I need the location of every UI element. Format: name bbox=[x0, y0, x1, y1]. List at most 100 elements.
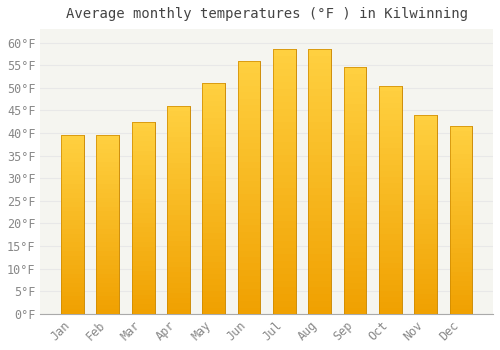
Bar bbox=[344, 74, 366, 80]
Bar bbox=[132, 295, 154, 300]
Bar bbox=[379, 137, 402, 143]
Bar bbox=[61, 140, 84, 144]
Bar bbox=[61, 233, 84, 238]
Bar bbox=[344, 289, 366, 295]
Bar bbox=[273, 142, 296, 149]
Bar bbox=[132, 223, 154, 228]
Bar bbox=[273, 208, 296, 215]
Bar bbox=[414, 165, 437, 170]
Bar bbox=[308, 129, 331, 135]
Bar bbox=[238, 74, 260, 80]
Bar bbox=[167, 231, 190, 236]
Bar bbox=[344, 308, 366, 314]
Bar bbox=[96, 135, 119, 140]
Bar bbox=[308, 234, 331, 241]
Bar bbox=[450, 126, 472, 131]
Bar bbox=[379, 154, 402, 160]
Bar bbox=[61, 256, 84, 260]
Bar bbox=[238, 61, 260, 67]
Bar bbox=[308, 142, 331, 149]
Bar bbox=[167, 132, 190, 137]
Bar bbox=[167, 121, 190, 127]
Bar bbox=[238, 257, 260, 263]
Bar bbox=[96, 292, 119, 296]
Bar bbox=[167, 257, 190, 262]
Bar bbox=[308, 155, 331, 162]
Bar bbox=[414, 219, 437, 224]
Bar bbox=[167, 147, 190, 153]
Bar bbox=[167, 106, 190, 314]
Bar bbox=[132, 165, 154, 170]
Bar bbox=[344, 148, 366, 154]
Bar bbox=[167, 288, 190, 293]
Bar bbox=[132, 213, 154, 218]
Bar bbox=[273, 248, 296, 254]
Bar bbox=[379, 245, 402, 251]
Bar bbox=[379, 217, 402, 223]
Bar bbox=[96, 251, 119, 256]
Bar bbox=[238, 130, 260, 136]
Bar bbox=[238, 111, 260, 118]
Bar bbox=[61, 189, 84, 193]
Bar bbox=[132, 218, 154, 223]
Bar bbox=[308, 149, 331, 155]
Bar bbox=[308, 274, 331, 281]
Bar bbox=[273, 301, 296, 307]
Bar bbox=[238, 136, 260, 143]
Bar bbox=[308, 69, 331, 76]
Bar bbox=[96, 193, 119, 198]
Bar bbox=[96, 167, 119, 171]
Bar bbox=[167, 127, 190, 132]
Bar bbox=[344, 209, 366, 215]
Bar bbox=[273, 89, 296, 96]
Bar bbox=[61, 260, 84, 265]
Bar bbox=[238, 118, 260, 124]
Bar bbox=[61, 287, 84, 292]
Bar bbox=[450, 150, 472, 154]
Bar bbox=[167, 252, 190, 257]
Bar bbox=[61, 135, 84, 140]
Bar bbox=[96, 278, 119, 283]
Bar bbox=[238, 212, 260, 219]
Bar bbox=[414, 259, 437, 264]
Bar bbox=[167, 168, 190, 174]
Bar bbox=[132, 256, 154, 261]
Bar bbox=[273, 188, 296, 195]
Bar bbox=[132, 304, 154, 309]
Bar bbox=[202, 83, 225, 89]
Bar bbox=[202, 95, 225, 100]
Bar bbox=[167, 137, 190, 142]
Bar bbox=[450, 178, 472, 183]
Bar bbox=[308, 116, 331, 122]
Bar bbox=[308, 301, 331, 307]
Bar bbox=[344, 277, 366, 283]
Bar bbox=[308, 228, 331, 234]
Bar bbox=[344, 197, 366, 203]
Bar bbox=[61, 309, 84, 314]
Bar bbox=[202, 268, 225, 274]
Bar bbox=[238, 200, 260, 206]
Bar bbox=[96, 202, 119, 207]
Bar bbox=[308, 307, 331, 314]
Bar bbox=[308, 49, 331, 314]
Bar bbox=[273, 182, 296, 188]
Bar bbox=[344, 154, 366, 160]
Bar bbox=[414, 244, 437, 249]
Bar bbox=[96, 283, 119, 287]
Bar bbox=[450, 187, 472, 192]
Bar bbox=[202, 204, 225, 210]
Bar bbox=[202, 112, 225, 118]
Bar bbox=[238, 156, 260, 162]
Bar bbox=[273, 116, 296, 122]
Bar bbox=[273, 287, 296, 294]
Bar bbox=[132, 237, 154, 242]
Bar bbox=[238, 251, 260, 257]
Bar bbox=[344, 129, 366, 135]
Bar bbox=[132, 122, 154, 314]
Bar bbox=[344, 222, 366, 228]
Bar bbox=[167, 241, 190, 246]
Bar bbox=[238, 270, 260, 276]
Bar bbox=[61, 216, 84, 220]
Bar bbox=[344, 191, 366, 197]
Bar bbox=[96, 225, 119, 229]
